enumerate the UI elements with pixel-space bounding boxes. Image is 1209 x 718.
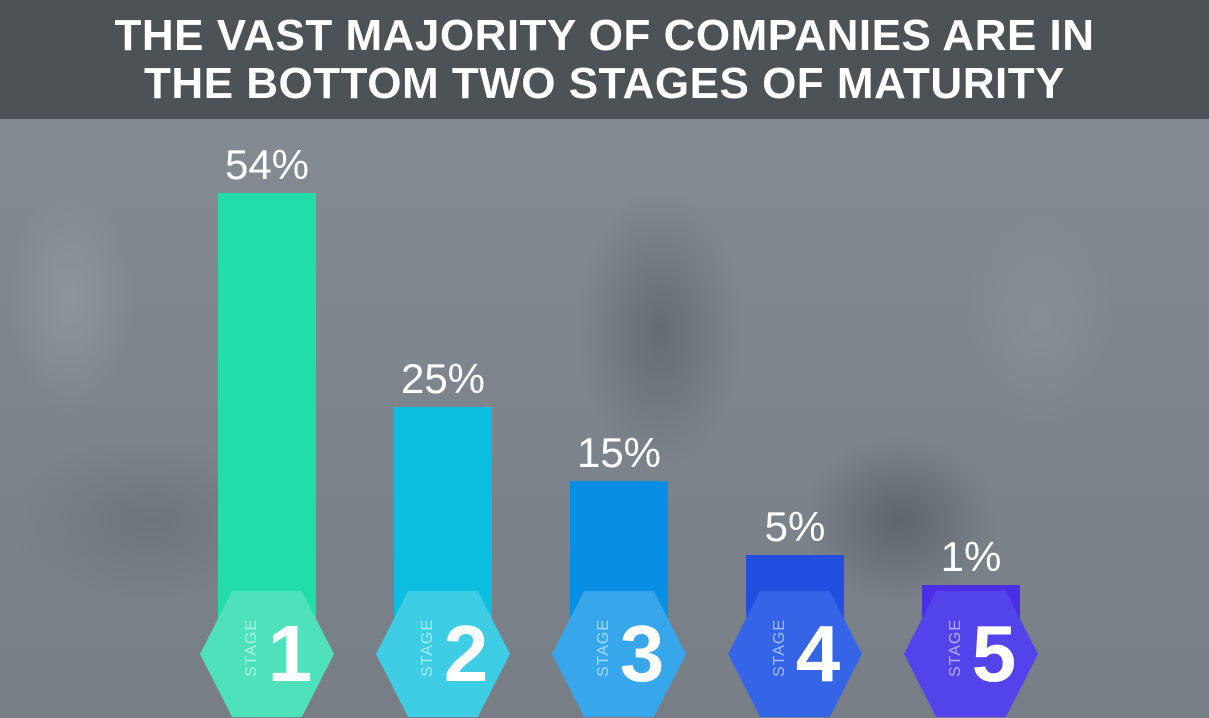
stage-number: 3 — [619, 609, 665, 698]
bar-value-label: 54% — [224, 141, 310, 188]
stage-number: 2 — [443, 609, 489, 698]
bar-value-label: 5% — [764, 503, 826, 550]
stage-number: 1 — [267, 609, 313, 698]
stage-hexagon-2: STAGE 2 — [376, 591, 510, 717]
stage-hexagon-1: STAGE 1 — [200, 591, 334, 717]
chart-title-line-2: THE BOTTOM TWO STAGES OF MATURITY — [144, 59, 1065, 108]
title-banner: THE VAST MAJORITY OF COMPANIES ARE IN TH… — [0, 0, 1209, 119]
bar-value-label: 1% — [940, 533, 1002, 580]
chart-title-line-1: THE VAST MAJORITY OF COMPANIES ARE IN — [114, 11, 1095, 60]
stage-hexagon-3: STAGE 3 — [552, 591, 686, 717]
bar-value-label: 15% — [576, 429, 662, 476]
stage-number: 4 — [795, 609, 841, 698]
stage-hexagon-5: STAGE 5 — [904, 591, 1038, 717]
bar-value-label: 25% — [400, 355, 486, 402]
stage-hexagon-4: STAGE 4 — [728, 591, 862, 717]
bar-stage-1 — [218, 193, 316, 663]
stage-number: 5 — [971, 609, 1017, 698]
chart-title: THE VAST MAJORITY OF COMPANIES ARE IN TH… — [0, 12, 1209, 108]
